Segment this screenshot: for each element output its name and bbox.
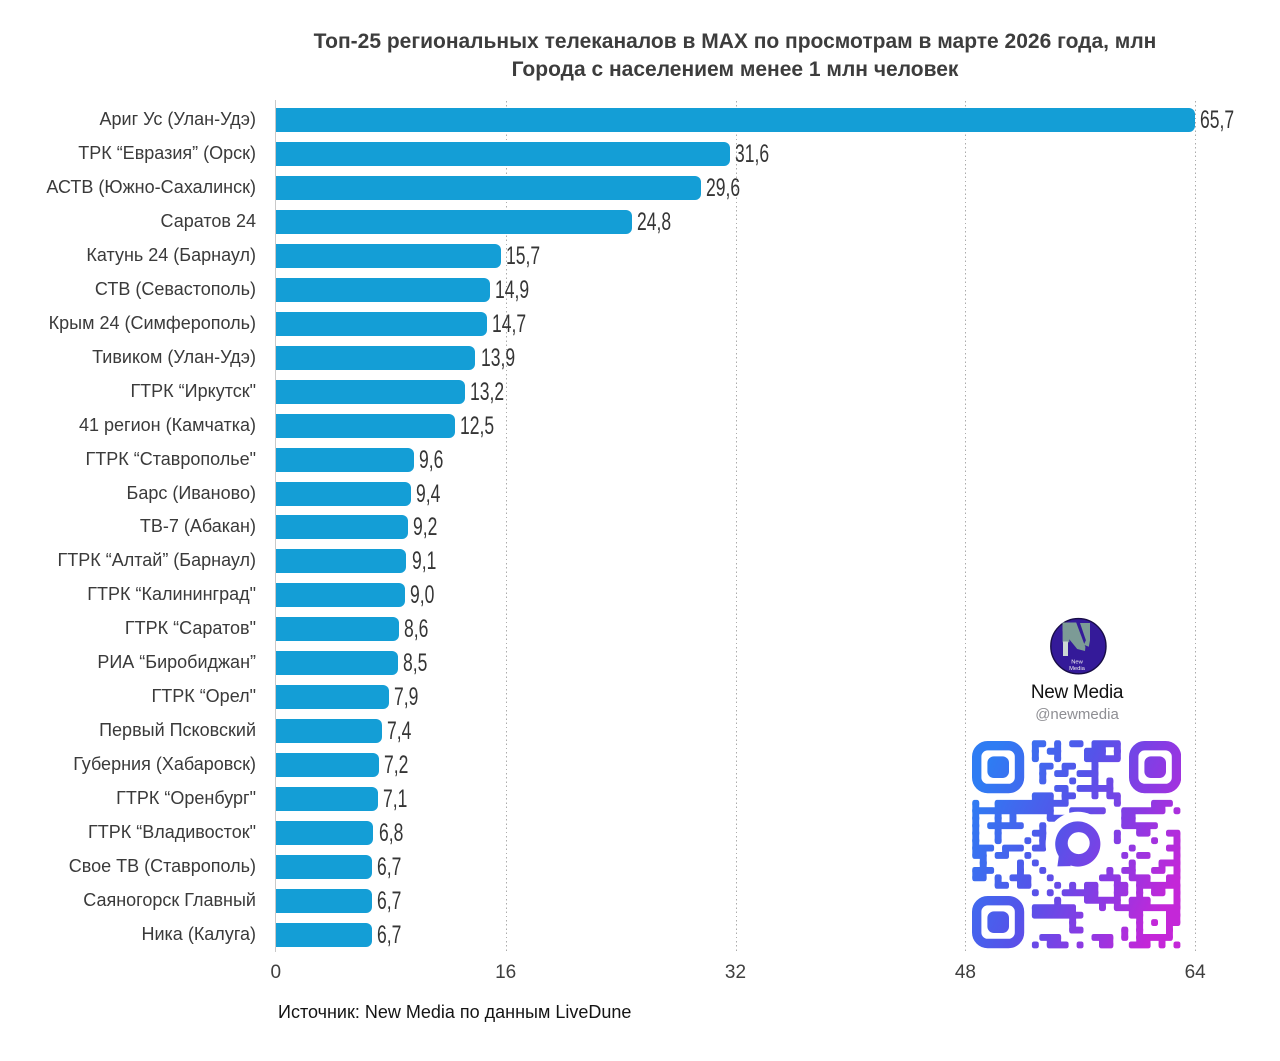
svg-text:Media: Media	[1069, 666, 1086, 672]
svg-text:New: New	[1071, 660, 1083, 666]
